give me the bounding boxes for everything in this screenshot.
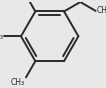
Text: CH₃: CH₃ (96, 6, 106, 15)
Text: CH₃: CH₃ (11, 78, 25, 87)
Text: OCH₃: OCH₃ (0, 32, 3, 41)
